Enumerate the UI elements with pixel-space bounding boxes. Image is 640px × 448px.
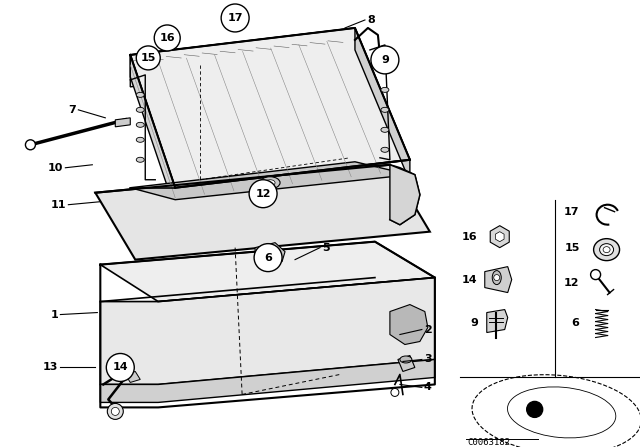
Ellipse shape [600,244,614,256]
Polygon shape [398,355,415,371]
Text: 11: 11 [51,200,67,210]
Ellipse shape [265,180,275,186]
Text: 5: 5 [322,243,330,253]
Text: 1: 1 [51,310,58,319]
Text: 14: 14 [462,275,478,284]
Ellipse shape [136,122,144,127]
Ellipse shape [400,356,412,363]
Polygon shape [255,243,285,265]
Text: 14: 14 [113,362,128,372]
Ellipse shape [136,137,144,142]
Circle shape [111,407,119,415]
Circle shape [254,244,282,271]
Polygon shape [390,165,420,225]
Polygon shape [131,162,410,200]
Text: 13: 13 [43,362,58,372]
Ellipse shape [381,87,389,92]
Ellipse shape [136,157,144,162]
Circle shape [391,388,399,396]
Text: 15: 15 [564,243,580,253]
Text: 16: 16 [462,232,478,241]
Ellipse shape [472,375,640,448]
Text: 17: 17 [227,13,243,23]
Ellipse shape [508,387,616,438]
Text: 8: 8 [367,15,374,25]
Polygon shape [100,359,435,402]
Text: 4: 4 [424,383,432,392]
Circle shape [154,25,180,51]
Text: 15: 15 [141,53,156,63]
Ellipse shape [492,271,501,284]
Circle shape [527,401,543,418]
Circle shape [136,46,160,70]
Polygon shape [131,28,410,188]
Polygon shape [100,241,435,302]
Ellipse shape [260,177,280,189]
Ellipse shape [603,247,610,253]
Polygon shape [131,28,355,87]
Polygon shape [390,305,428,345]
Text: 10: 10 [48,163,63,173]
Text: 17: 17 [564,207,580,217]
Text: 9: 9 [381,55,389,65]
Text: 7: 7 [68,105,76,115]
Text: 9: 9 [470,318,478,327]
Circle shape [375,50,385,60]
Polygon shape [95,165,430,260]
Polygon shape [490,226,509,248]
Polygon shape [495,232,504,241]
Polygon shape [484,267,512,293]
Ellipse shape [594,239,620,261]
Polygon shape [125,371,140,383]
Circle shape [493,275,500,280]
Ellipse shape [136,108,144,112]
Circle shape [249,180,277,208]
Ellipse shape [381,67,389,73]
Ellipse shape [136,92,144,97]
Ellipse shape [381,127,389,132]
Circle shape [108,403,124,419]
Polygon shape [355,28,410,182]
Polygon shape [487,310,508,332]
Text: 3: 3 [424,354,431,365]
Text: 12: 12 [564,278,580,288]
Ellipse shape [381,147,389,152]
Circle shape [221,4,249,32]
Text: 16: 16 [159,33,175,43]
Text: 12: 12 [255,189,271,199]
Text: 6: 6 [572,318,580,327]
Text: C0063182: C0063182 [468,438,511,447]
Circle shape [591,270,600,280]
Text: 2: 2 [424,324,431,335]
Polygon shape [115,118,131,127]
Circle shape [106,353,134,381]
Polygon shape [131,55,175,210]
Polygon shape [100,278,435,384]
Ellipse shape [381,108,389,112]
Text: 6: 6 [264,253,272,263]
Circle shape [26,140,35,150]
Circle shape [371,46,399,74]
